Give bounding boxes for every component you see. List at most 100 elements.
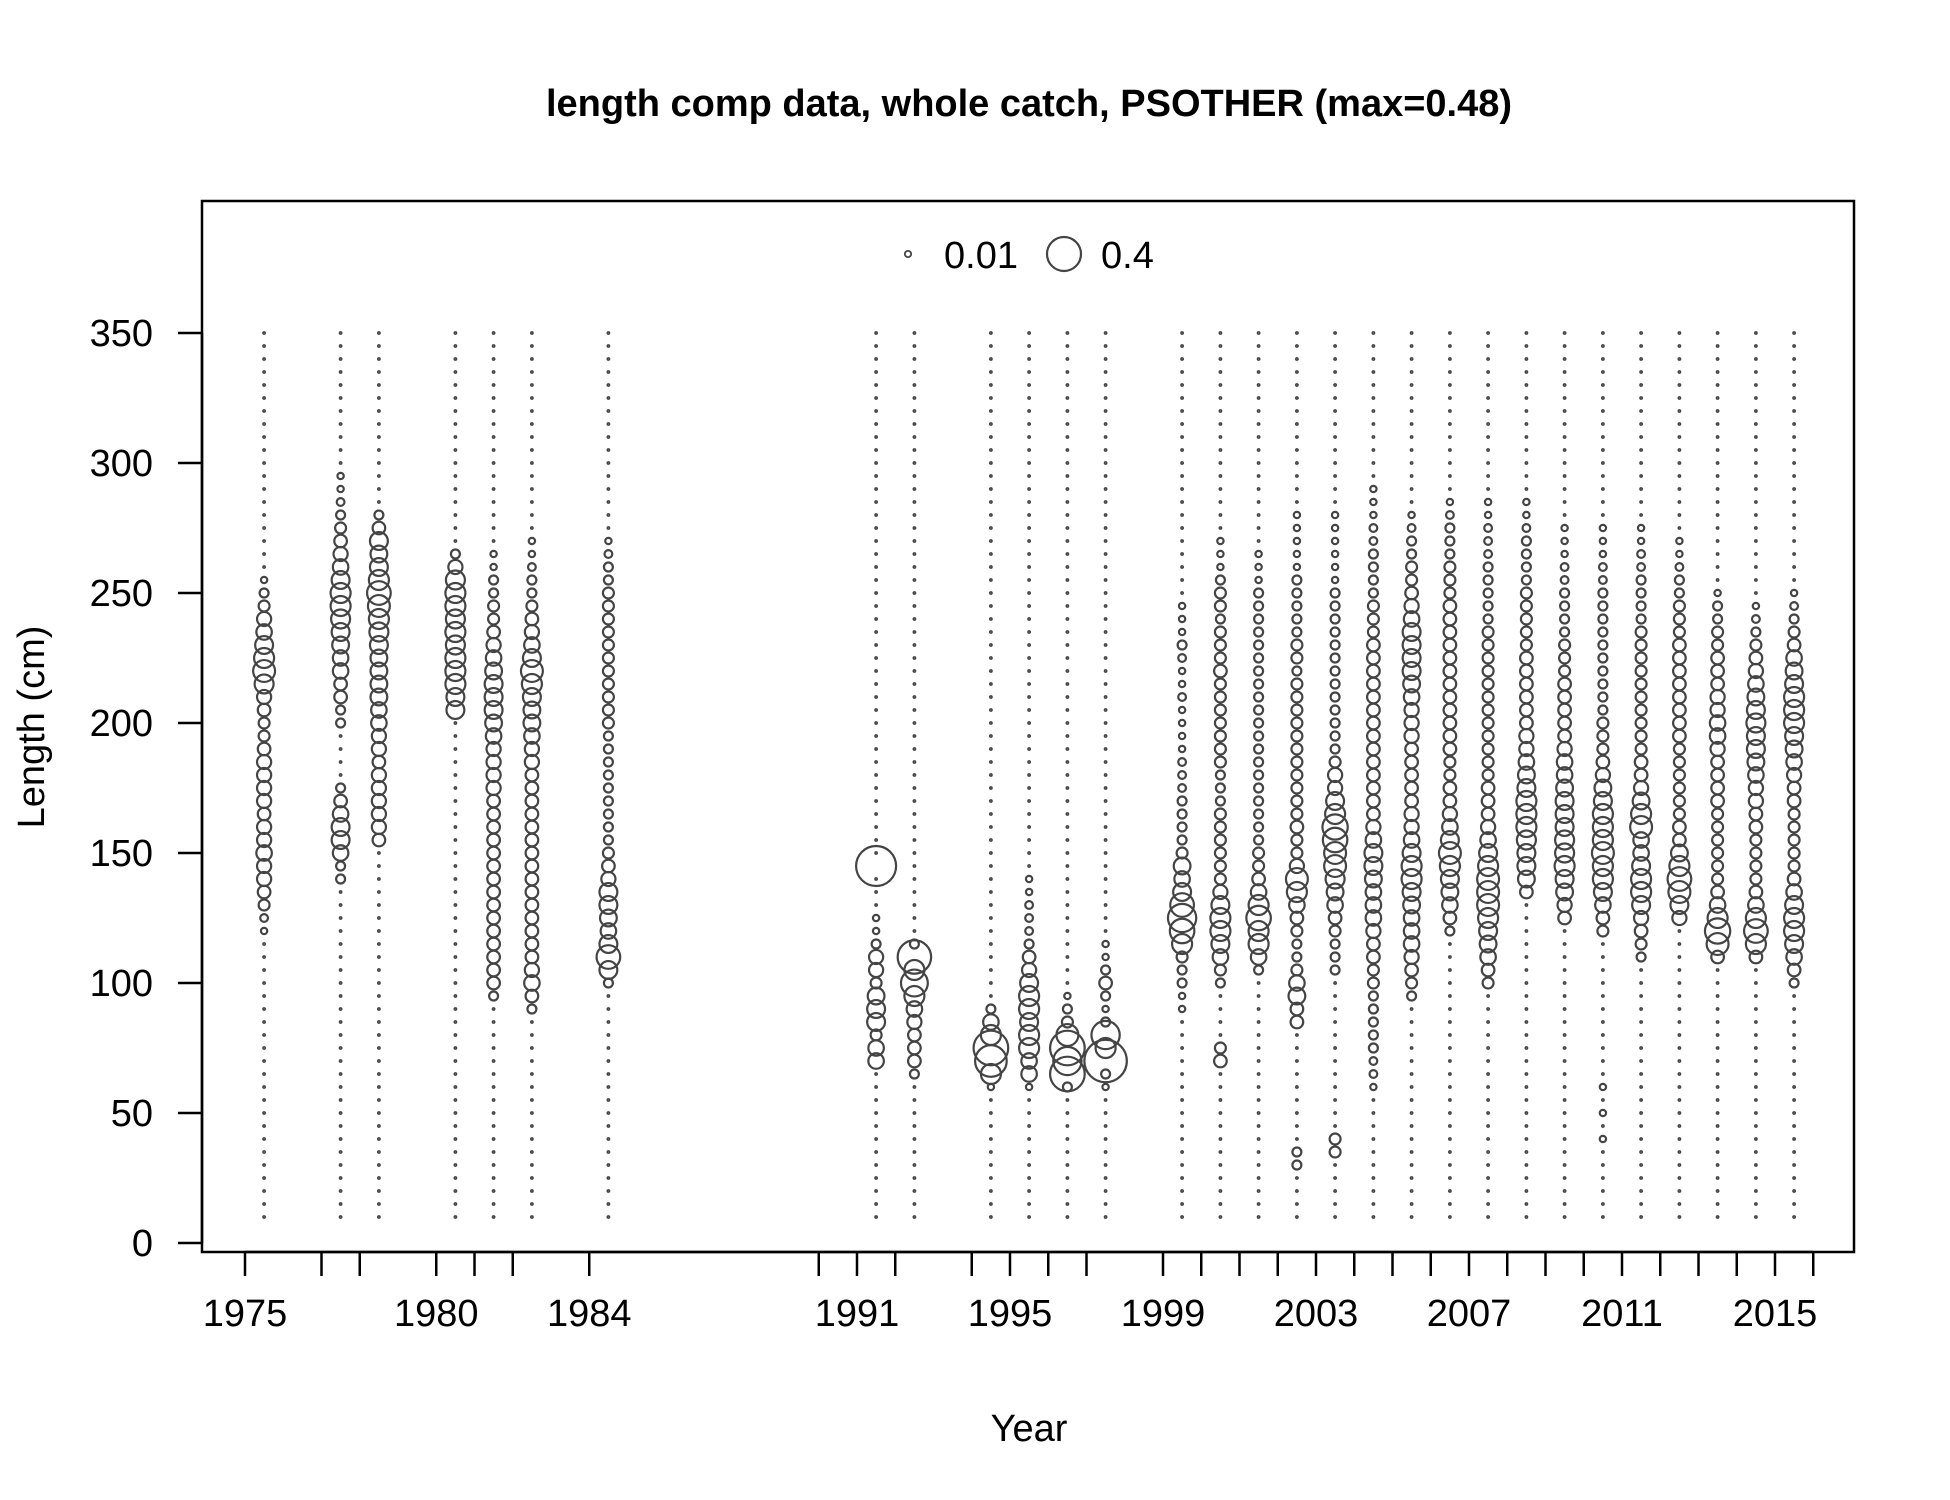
bubble	[1290, 677, 1304, 691]
bubble	[874, 344, 879, 348]
year-column	[1703, 331, 1732, 1219]
bubble	[1601, 1059, 1605, 1063]
bubble	[1562, 500, 1567, 504]
bubble	[1027, 565, 1032, 569]
bubble	[1443, 755, 1457, 769]
bubble	[1486, 1033, 1491, 1037]
bubble	[1333, 1098, 1338, 1102]
bubble	[331, 805, 350, 823]
bubble	[1448, 331, 1452, 335]
bubble	[1754, 1150, 1758, 1154]
bubble	[1295, 357, 1299, 361]
bubble	[1710, 663, 1726, 679]
bubble	[1065, 890, 1070, 894]
bubble	[1677, 1007, 1682, 1011]
bubble	[1598, 523, 1608, 533]
bubble	[1562, 929, 1567, 933]
bubble	[874, 773, 879, 777]
bubble	[1595, 754, 1611, 770]
bubble	[1677, 1033, 1682, 1037]
bubble	[1103, 747, 1108, 751]
bubble	[1065, 786, 1070, 790]
bubble	[491, 1098, 496, 1102]
bubble	[376, 968, 381, 972]
bubble	[1329, 691, 1341, 703]
bubble	[602, 782, 614, 794]
bubble	[989, 942, 993, 946]
bubble	[453, 1111, 458, 1115]
bubble	[486, 975, 502, 991]
bubble	[338, 734, 343, 738]
bubble	[1671, 819, 1687, 835]
bubble	[491, 1137, 496, 1141]
bubble	[1027, 500, 1032, 504]
bubble	[491, 344, 496, 348]
bubble	[1295, 383, 1299, 387]
bubble	[262, 487, 267, 491]
bubble	[1631, 855, 1652, 877]
bubble	[1481, 716, 1495, 730]
bubble	[1524, 1072, 1529, 1076]
bubble	[1713, 588, 1722, 598]
bubble	[1065, 682, 1070, 686]
bubble	[1253, 652, 1265, 664]
bubble	[1597, 652, 1609, 664]
bubble	[1027, 695, 1032, 699]
bubble	[1103, 1189, 1108, 1193]
bubble	[1754, 981, 1758, 985]
bubble	[1742, 918, 1769, 944]
bubble	[1289, 819, 1305, 835]
bubble	[989, 1124, 993, 1128]
bubble	[1027, 812, 1032, 816]
bubble	[1601, 1163, 1605, 1167]
bubble	[1601, 1007, 1605, 1011]
bubble	[1754, 513, 1758, 517]
bubble	[606, 1215, 611, 1219]
bubble	[370, 714, 388, 732]
bubble	[989, 344, 993, 348]
bubble	[255, 623, 273, 641]
bubble	[487, 612, 501, 626]
bubble	[1639, 1111, 1644, 1115]
bubble	[1448, 1137, 1452, 1141]
legend-bubble-large	[1045, 235, 1083, 273]
bubble	[1218, 487, 1223, 491]
bubble	[1333, 370, 1338, 374]
bubble	[1333, 1059, 1338, 1063]
bubble	[866, 998, 887, 1020]
bubble	[1290, 924, 1304, 938]
bubble	[1214, 613, 1226, 625]
bubble	[1027, 1137, 1032, 1141]
bubble	[1103, 578, 1108, 582]
bubble	[1371, 396, 1376, 400]
bubble	[453, 1098, 458, 1102]
bubble	[338, 1111, 343, 1115]
bubble	[1639, 1124, 1644, 1128]
bubble	[262, 1124, 267, 1128]
bubble	[530, 435, 534, 439]
bubble	[491, 1033, 496, 1037]
bubble	[1329, 964, 1341, 976]
bubble	[1365, 793, 1381, 809]
bubble	[453, 1150, 458, 1154]
bubble	[1177, 666, 1187, 676]
bubble	[1448, 1176, 1452, 1180]
bubble	[1754, 383, 1758, 387]
bubble	[1677, 1202, 1682, 1206]
bubble	[1677, 422, 1682, 426]
bubble	[1439, 829, 1460, 851]
bubble	[1256, 1150, 1261, 1154]
x-axis-title: Year	[991, 1408, 1068, 1450]
bubble	[1639, 1150, 1644, 1154]
bubble	[530, 1033, 534, 1037]
bubble	[1213, 651, 1227, 665]
bubble	[989, 526, 993, 530]
bubble	[259, 926, 269, 936]
bubble	[1438, 854, 1462, 878]
bubble	[524, 806, 540, 822]
bubble	[491, 422, 496, 426]
bubble	[1065, 695, 1070, 699]
bubble	[972, 1029, 1010, 1067]
bubble	[526, 562, 537, 572]
bubble	[1180, 1150, 1185, 1154]
